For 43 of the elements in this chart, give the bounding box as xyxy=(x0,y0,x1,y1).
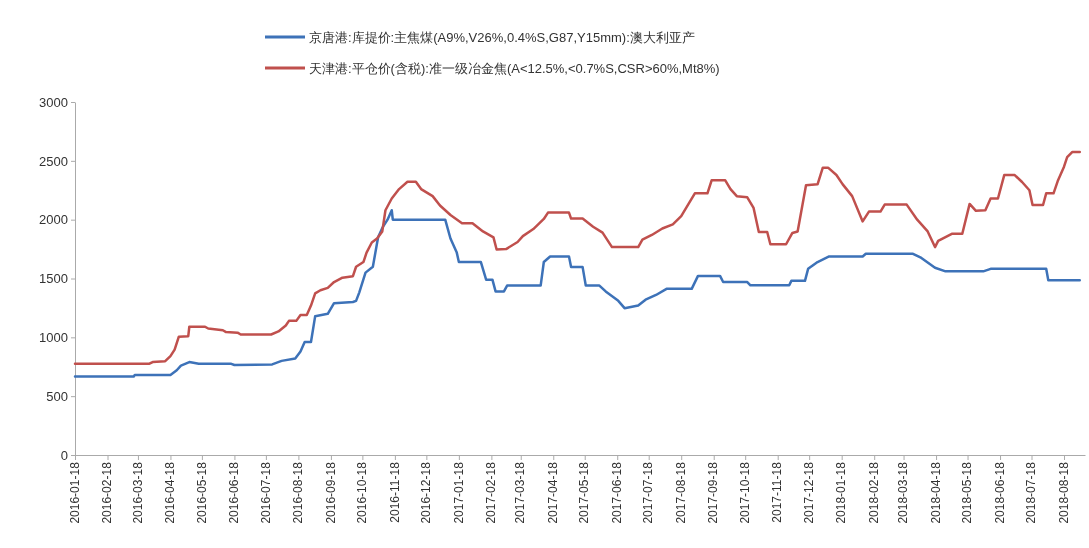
legend-label: 京唐港:库提价:主焦煤(A9%,V26%,0.4%S,G87,Y15mm):澳大利亚产 xyxy=(309,30,695,45)
x-tick-label: 2017-09-18 xyxy=(706,461,721,524)
x-tick-label: 2017-02-18 xyxy=(484,461,499,524)
x-tick-label: 2017-10-18 xyxy=(737,461,752,524)
x-tick-label: 2018-06-18 xyxy=(992,461,1007,524)
x-tick-label: 2017-05-18 xyxy=(577,461,592,524)
x-tick-label: 2016-12-18 xyxy=(419,461,434,524)
x-tick-label: 2016-06-18 xyxy=(227,461,242,524)
x-tick-label: 2018-01-18 xyxy=(834,461,849,524)
x-tick-label: 2018-04-18 xyxy=(928,461,943,524)
x-tick-label: 2018-02-18 xyxy=(866,461,881,524)
x-tick-label: 2018-08-18 xyxy=(1056,461,1071,524)
y-tick-label: 0 xyxy=(60,447,68,463)
y-tick-label: 2000 xyxy=(39,212,68,228)
y-tick-label: 2500 xyxy=(39,153,68,169)
y-tick-label: 1500 xyxy=(39,271,68,287)
y-tick-label: 500 xyxy=(46,388,68,404)
x-tick-label: 2016-10-18 xyxy=(355,461,370,524)
x-tick-label: 2017-12-18 xyxy=(801,461,816,524)
x-tick-label: 2016-07-18 xyxy=(258,461,273,524)
x-tick-label: 2017-08-18 xyxy=(673,461,688,524)
x-tick-label: 2016-11-18 xyxy=(387,461,402,523)
x-tick-label: 2017-06-18 xyxy=(609,461,624,524)
x-tick-label: 2016-01-18 xyxy=(67,461,82,524)
x-tick-label: 2016-02-18 xyxy=(100,461,115,524)
x-tick-label: 2016-09-18 xyxy=(323,461,338,524)
x-tick-label: 2017-01-18 xyxy=(451,461,466,524)
y-tick-label: 1000 xyxy=(39,329,68,345)
x-tick-label: 2018-03-18 xyxy=(896,461,911,524)
x-tick-label: 2017-07-18 xyxy=(641,461,656,524)
line-series xyxy=(73,150,1082,365)
line-series xyxy=(73,209,1082,378)
x-tick-label: 2017-03-18 xyxy=(513,461,528,524)
x-tick-label: 2016-03-18 xyxy=(130,461,145,524)
x-tick-label: 2016-04-18 xyxy=(163,461,178,524)
x-tick-label: 2018-07-18 xyxy=(1024,461,1039,524)
x-tick-label: 2017-11-18 xyxy=(770,461,785,523)
x-tick-label: 2016-05-18 xyxy=(194,461,209,524)
y-tick-label: 3000 xyxy=(39,94,68,110)
legend-label: 天津港:平仓价(含税):准一级冶金焦(A<12.5%,<0.7%S,CSR>60%,Mt8%) xyxy=(309,61,720,76)
x-tick-label: 2016-08-18 xyxy=(291,461,306,524)
x-tick-label: 2018-05-18 xyxy=(960,461,975,524)
x-tick-label: 2017-04-18 xyxy=(545,461,560,524)
